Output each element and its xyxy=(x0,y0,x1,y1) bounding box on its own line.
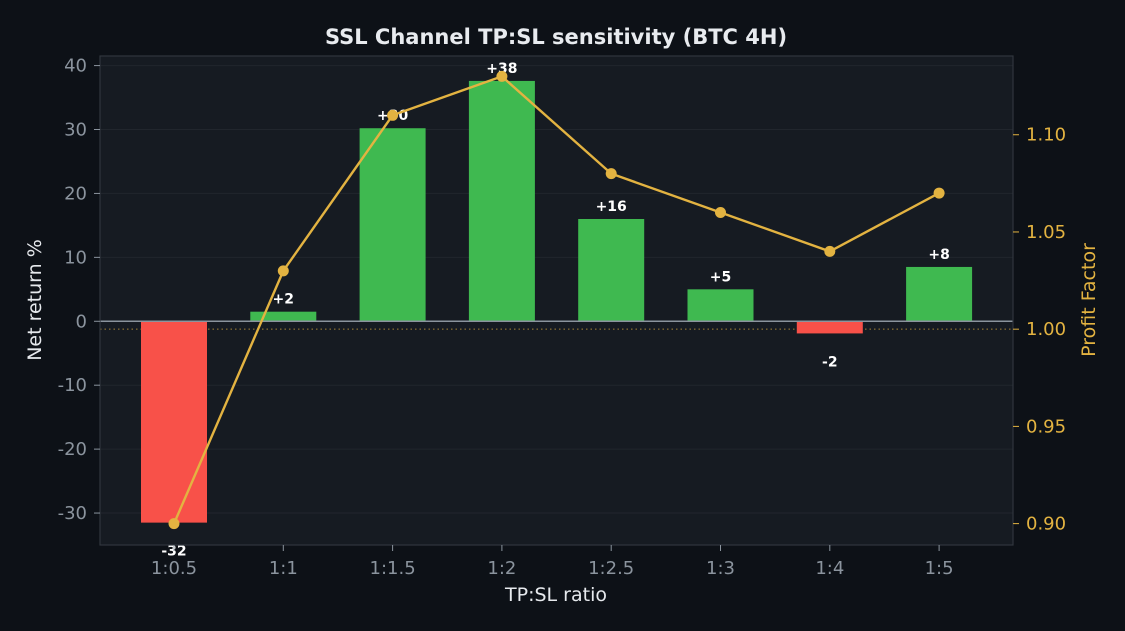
bar-1:5 xyxy=(906,266,973,322)
x-tick-label: 1:4 xyxy=(815,558,844,579)
bar-data-label: -2 xyxy=(822,354,838,370)
profit-factor-point xyxy=(168,518,180,530)
profit-factor-point xyxy=(277,265,289,277)
profit-factor-point xyxy=(824,245,836,257)
profit-factor-point xyxy=(387,109,399,121)
bar-data-label: +8 xyxy=(928,247,949,263)
plot-frame xyxy=(99,55,1014,546)
y-tick-label-left: 20 xyxy=(64,183,87,204)
y-tick-label-left: 10 xyxy=(64,247,87,268)
bar-data-label: -32 xyxy=(161,544,186,560)
x-tick-label: 1:0.5 xyxy=(151,558,197,579)
bar-1:0.5 xyxy=(141,321,207,523)
y-tick-label-right: 1.00 xyxy=(1026,319,1066,340)
y-tick-label-right: 0.90 xyxy=(1026,514,1066,535)
profit-factor-line xyxy=(172,75,940,525)
y-tick-label-left: -20 xyxy=(58,439,87,460)
chart-title: SSL Channel TP:SL sensitivity (BTC 4H) xyxy=(325,25,787,49)
profit-factor-point xyxy=(605,168,617,180)
bar-1:1.5 xyxy=(359,128,426,322)
x-tick-label: 1:1 xyxy=(269,558,298,579)
bar-1:3 xyxy=(687,289,754,322)
x-tick-label: 1:5 xyxy=(925,558,954,579)
y-tick-label-left: -30 xyxy=(58,503,87,524)
profit-factor-point xyxy=(933,187,945,199)
x-tick-label: 1:3 xyxy=(706,558,735,579)
y-tick-label-right: 1.05 xyxy=(1026,222,1066,243)
y-axis-label-left: Net return % xyxy=(24,239,46,361)
profit-factor-point xyxy=(715,207,726,219)
bar-data-label: +2 xyxy=(273,292,294,308)
y-tick-label-right: 0.95 xyxy=(1026,416,1066,437)
y-tick-label-right: 1.10 xyxy=(1026,125,1066,146)
x-tick-label: 1:2.5 xyxy=(588,558,634,579)
bar-1:1 xyxy=(250,311,317,322)
bar-1:4 xyxy=(796,321,863,334)
y-tick-label-left: 40 xyxy=(64,56,87,77)
y-tick-label-left: 0 xyxy=(76,311,87,332)
x-tick-label: 1:2 xyxy=(487,558,516,579)
y-tick-label-left: -10 xyxy=(58,375,87,396)
bar-1:2 xyxy=(468,80,535,322)
plot-area xyxy=(100,56,1013,545)
x-tick-label: 1:1.5 xyxy=(370,558,416,579)
bar-1:2.5 xyxy=(578,219,645,322)
x-axis-label: TP:SL ratio xyxy=(504,584,607,606)
y-axis-label-right: Profit Factor xyxy=(1078,243,1100,357)
bar-data-label: +16 xyxy=(596,199,627,215)
profit-factor-point xyxy=(496,70,508,82)
bar-data-label: +38 xyxy=(486,61,517,77)
bar-data-label: +5 xyxy=(710,269,731,285)
y-tick-label-left: 30 xyxy=(64,120,87,141)
